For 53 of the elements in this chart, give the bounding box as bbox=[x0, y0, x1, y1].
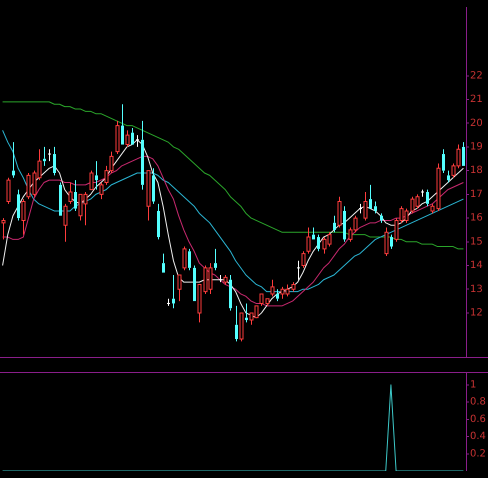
candlestick bbox=[276, 288, 279, 302]
candlestick bbox=[229, 274, 232, 312]
y-tick-label: 0.6 bbox=[470, 414, 486, 425]
y-tick-label: 1 bbox=[470, 380, 476, 391]
candlestick bbox=[333, 215, 336, 233]
candlestick bbox=[317, 234, 320, 252]
candlestick bbox=[17, 189, 20, 221]
candlestick bbox=[214, 248, 217, 271]
y-tick-label: 0.8 bbox=[470, 396, 486, 408]
candlestick bbox=[141, 120, 144, 190]
candlestick bbox=[74, 180, 77, 212]
candlestick bbox=[136, 134, 140, 148]
candlestick bbox=[312, 227, 315, 240]
candlestick bbox=[358, 203, 362, 214]
candlestick bbox=[131, 127, 134, 145]
candlestick bbox=[426, 189, 429, 207]
candlestick bbox=[172, 274, 175, 309]
y-tick-label: 16 bbox=[470, 212, 483, 224]
y-tick-label: 18 bbox=[470, 165, 483, 176]
y-tick-label: 14 bbox=[470, 260, 483, 272]
candlestick bbox=[245, 302, 248, 323]
candlestick bbox=[166, 298, 170, 306]
y-tick-label: 13 bbox=[470, 284, 483, 295]
candlestick bbox=[48, 148, 52, 162]
candlestick bbox=[380, 212, 383, 224]
candlestick bbox=[369, 184, 372, 209]
y-tick-label: 21 bbox=[470, 94, 483, 106]
y-tick-label: 17 bbox=[470, 188, 483, 200]
candlestick bbox=[343, 206, 346, 242]
candlestick bbox=[442, 148, 445, 174]
y-tick-label: 0.2 bbox=[470, 448, 486, 460]
y-tick-label: 20 bbox=[470, 118, 483, 129]
candlestick bbox=[390, 234, 393, 250]
y-tick-label: 15 bbox=[470, 236, 483, 248]
candlestick bbox=[95, 160, 98, 190]
candlestick bbox=[296, 260, 300, 280]
y-tick-label: 22 bbox=[470, 70, 483, 82]
y-tick-label: 19 bbox=[470, 142, 483, 153]
candlestick bbox=[157, 203, 160, 240]
candlestick bbox=[188, 248, 191, 271]
candlestick bbox=[152, 168, 155, 204]
candlestick bbox=[374, 200, 377, 214]
candlestick bbox=[53, 146, 56, 176]
y-tick-label: 12 bbox=[470, 308, 483, 319]
candlestick bbox=[193, 265, 196, 302]
candlestick bbox=[121, 104, 124, 145]
candlestick bbox=[12, 142, 15, 178]
y-tick-label: 0.4 bbox=[470, 431, 486, 442]
candlestick bbox=[162, 253, 165, 273]
candlestick bbox=[59, 182, 62, 216]
candlestick bbox=[462, 142, 465, 166]
candlestick bbox=[235, 305, 238, 342]
candlestick bbox=[447, 170, 450, 183]
